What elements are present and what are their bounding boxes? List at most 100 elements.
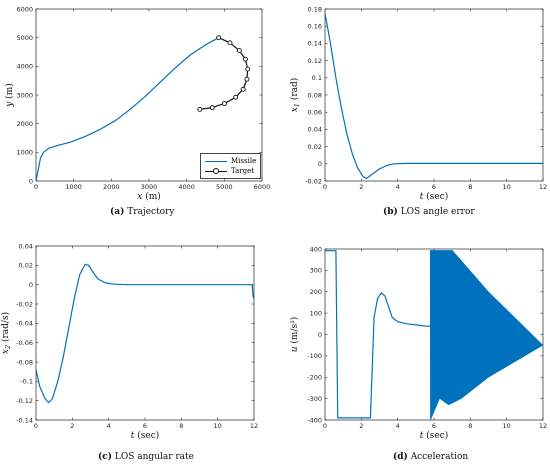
target-point xyxy=(227,40,233,46)
y-axis-label-c: x2 (rad/s) xyxy=(0,312,12,354)
x-tick-label: 4 xyxy=(396,422,400,430)
y-tick-label: 6000 xyxy=(16,5,33,13)
x-axis-unit: (sec) xyxy=(426,191,448,202)
x-axis-symbol: x xyxy=(137,192,145,202)
x-tick-label: 4000 xyxy=(178,183,195,191)
y-tick-label: -0.1 xyxy=(20,378,33,386)
target-point xyxy=(233,94,239,100)
x-axis-label-c: t (sec) xyxy=(131,430,160,441)
x-tick-label: 4 xyxy=(107,422,111,430)
plot-area-c xyxy=(35,245,255,421)
y-tick-label: 0.16 xyxy=(308,23,322,31)
legend-item-target: Target xyxy=(205,166,256,176)
y-tick-label: 0.1 xyxy=(312,74,322,82)
y-tick-label: 5000 xyxy=(16,34,33,42)
y-tick-label: 0 xyxy=(29,177,33,185)
series-line-c xyxy=(36,263,254,404)
plot-area-a xyxy=(35,8,263,182)
y-axis-unit: (m) xyxy=(4,83,15,99)
x-tick-label: 10 xyxy=(503,183,511,191)
caption-b: (b) LOS angle error xyxy=(383,207,475,217)
data-layer-a xyxy=(36,35,251,181)
x-axis-symbol: t xyxy=(131,431,137,441)
x-axis-label-d: t (sec) xyxy=(420,430,449,441)
x-tick-label: 8 xyxy=(468,183,472,191)
target-point xyxy=(221,101,227,107)
target-point xyxy=(236,48,242,54)
target-point xyxy=(242,56,248,62)
target-point xyxy=(240,86,246,92)
y-tick-label: 0.02 xyxy=(308,143,322,151)
y-tick-label: -300 xyxy=(307,395,322,403)
x-axis-label-a: x (m) xyxy=(137,191,161,202)
target-point xyxy=(216,35,222,41)
x-axis-symbol: t xyxy=(420,431,426,441)
chart-d: 0 2 4 6 8 10 12 -400 -300 -200 -100 0 100 200 300 400 t … xyxy=(289,245,547,441)
caption-text-a: Trajectory xyxy=(127,207,175,217)
y-axis-symbol: u xyxy=(290,344,300,353)
y-tick-label: 0.04 xyxy=(308,126,322,134)
legend-label-target: Target xyxy=(231,167,255,175)
x-axis-symbol: t xyxy=(420,192,426,202)
y-axis-label-b: x1 (rad) xyxy=(289,78,301,113)
y-tick-label: -0.08 xyxy=(16,358,33,366)
y-axis-unit: (rad/s) xyxy=(0,312,11,345)
legend-item-missile: Missile xyxy=(205,156,256,166)
x-tick-label: 0 xyxy=(34,183,38,191)
plot-area-b xyxy=(324,8,544,182)
series-line-d xyxy=(325,250,431,419)
x-tick-label: 0 xyxy=(34,422,38,430)
x-tick-label: 2 xyxy=(70,422,74,430)
y-tick-label: -100 xyxy=(307,352,322,360)
target-point xyxy=(197,106,203,112)
caption-tag-a: (a) xyxy=(110,207,125,217)
y-tick-label: 0.04 xyxy=(19,242,33,250)
y-tick-label: 400 xyxy=(310,245,322,253)
target-point xyxy=(245,66,251,72)
x-tick-label: 6 xyxy=(432,422,436,430)
legend-swatch-missile xyxy=(205,160,227,162)
y-axis-symbol: x xyxy=(290,107,300,112)
y-tick-label: -0.02 xyxy=(16,300,33,308)
y-axis-label-d: u (m/s²) xyxy=(289,317,300,353)
y-tick-label: -0.14 xyxy=(16,416,33,424)
y-tick-label: 0 xyxy=(29,281,33,289)
chart-a: 0 1000 2000 3000 4000 5000 6000 0 1000 2000 3000 40… xyxy=(4,5,270,202)
y-tick-label: -0.06 xyxy=(16,339,33,347)
x-axis-unit: (sec) xyxy=(426,430,448,441)
x-tick-label: 2 xyxy=(359,183,363,191)
target-point xyxy=(244,76,250,82)
y-tick-label: -400 xyxy=(307,416,322,424)
caption-tag-c: (c) xyxy=(98,452,112,462)
y-axis-unit: (rad) xyxy=(289,78,300,103)
target-point xyxy=(209,105,215,111)
x-tick-label: 6 xyxy=(143,422,147,430)
legend-marker-target xyxy=(213,167,219,174)
y-tick-label: 200 xyxy=(310,288,322,296)
missile-series-line xyxy=(36,37,219,181)
y-tick-label: 0 xyxy=(318,160,322,168)
y-tick-label: 300 xyxy=(310,267,322,275)
y-axis-unit: (m/s²) xyxy=(289,317,300,344)
y-tick-label: 2000 xyxy=(16,120,33,128)
y-tick-label: 0.14 xyxy=(308,40,322,48)
x-tick-label: 12 xyxy=(250,422,258,430)
y-tick-label: 0 xyxy=(318,331,322,339)
x-axis-label-b: t (sec) xyxy=(420,191,449,202)
y-tick-label: 4000 xyxy=(16,63,33,71)
caption-text-c: LOS angular rate xyxy=(114,452,194,462)
y-axis-subscript: 2 xyxy=(4,345,12,350)
chart-b: 0 2 4 6 8 10 12-0.0200.020.040.060.080.10.120.… xyxy=(289,5,547,202)
x-tick-label: 0 xyxy=(323,183,327,191)
caption-tag-b: (b) xyxy=(383,207,398,217)
x-tick-label: 2 xyxy=(359,422,363,430)
legend-label-missile: Missile xyxy=(231,157,257,165)
x-tick-label: 8 xyxy=(179,422,183,430)
oscillation-band xyxy=(429,250,543,420)
x-axis-unit: (m) xyxy=(145,191,161,202)
caption-d: (d) Acceleration xyxy=(393,452,468,462)
caption-text-d: Acceleration xyxy=(410,452,469,462)
chart-c: 0 2 4 6 8 10 12 -0.14 -0.12 -0.1 -0.08 -0.06 -0.04 -0… xyxy=(0,242,258,441)
y-tick-label: 3000 xyxy=(16,91,33,99)
